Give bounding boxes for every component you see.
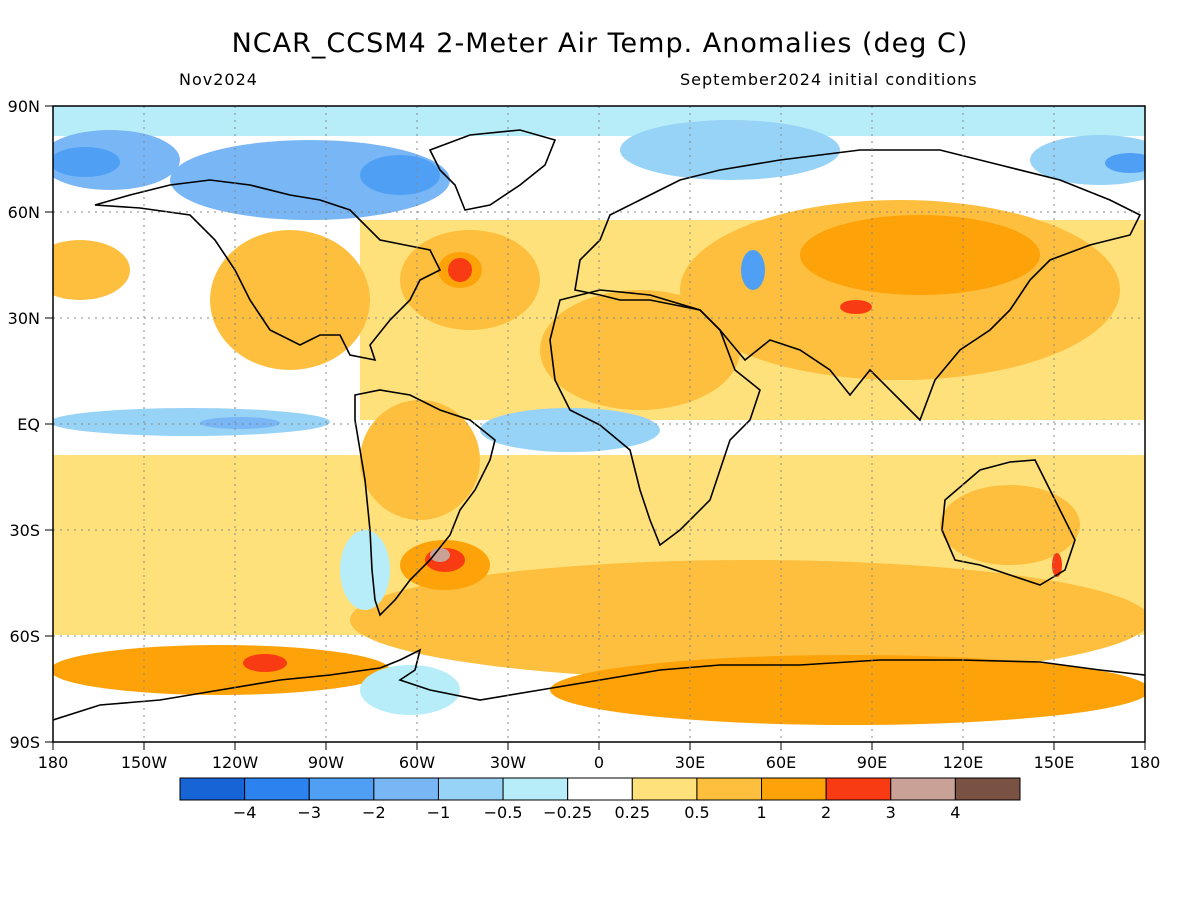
arctic-cold-west-core bbox=[53, 147, 120, 177]
axis-ticks bbox=[45, 105, 1146, 750]
atlantic-cool bbox=[480, 408, 660, 452]
colorbar-swatch bbox=[308, 777, 375, 801]
south-pacific-hotspot bbox=[243, 654, 287, 672]
pacific-cool-tongue bbox=[53, 408, 330, 436]
lat-label: 30N bbox=[8, 309, 40, 328]
lon-label: 150W bbox=[121, 753, 168, 772]
lat-label: 60S bbox=[9, 627, 40, 646]
map-title: NCAR_CCSM4 2-Meter Air Temp. Anomalies (… bbox=[231, 28, 969, 59]
latitude-labels: 90N 60N 30N EQ 30S 60S 90S bbox=[8, 97, 40, 752]
lat-label: 90N bbox=[8, 97, 40, 116]
amazon-warm bbox=[360, 400, 480, 520]
colorbar-label: −3 bbox=[297, 803, 321, 822]
lat-label: 60N bbox=[8, 203, 40, 222]
tibet-hotspot bbox=[840, 300, 872, 314]
lon-label: 30W bbox=[490, 753, 526, 772]
chile-cool bbox=[340, 530, 390, 610]
colorbar-label: −0.5 bbox=[484, 803, 523, 822]
colorbar-swatch bbox=[631, 777, 698, 801]
colorbar-swatch bbox=[437, 777, 504, 801]
lon-label: 60E bbox=[766, 753, 796, 772]
graticule bbox=[53, 106, 1145, 742]
southern-ocean-warm bbox=[350, 560, 1145, 680]
colorbar-label: 2 bbox=[821, 803, 831, 822]
lon-label: 180 bbox=[38, 753, 69, 772]
caspian-cold bbox=[741, 250, 765, 290]
lat-label: EQ bbox=[17, 415, 40, 434]
colorbar-label: 1 bbox=[756, 803, 766, 822]
north-america-warm bbox=[210, 230, 370, 370]
greenland-coast bbox=[428, 129, 557, 211]
colorbar-swatch bbox=[373, 777, 439, 801]
colorbar-swatch bbox=[954, 777, 1021, 801]
colorbar-swatch bbox=[825, 777, 892, 801]
north-atlantic-hotspot bbox=[448, 258, 472, 282]
australia-warm bbox=[940, 485, 1080, 565]
lon-label: 150E bbox=[1034, 753, 1075, 772]
initial-conditions: September2024 initial conditions bbox=[680, 70, 978, 89]
southern-ocean-warm-core bbox=[550, 655, 1145, 725]
colorbar-label: 0.5 bbox=[684, 803, 709, 822]
colorbar-label: −4 bbox=[233, 803, 257, 822]
colorbar: −4 −3 −2 −1 −0.5 −0.25 0.25 0.5 1 2 3 4 bbox=[179, 777, 1021, 822]
east-arctic-cold bbox=[1030, 135, 1145, 185]
longitude-labels: 180 150W 120W 90W 60W 30W 0 30E 60E 90E … bbox=[38, 753, 1161, 772]
colorbar-swatch bbox=[761, 777, 827, 801]
colorbar-label: 4 bbox=[950, 803, 960, 822]
colorbar-swatch bbox=[567, 777, 633, 801]
colorbar-label: −2 bbox=[362, 803, 386, 822]
lon-label: 180 bbox=[1130, 753, 1161, 772]
colorbar-swatch bbox=[244, 777, 310, 801]
lon-label: 120E bbox=[943, 753, 984, 772]
lat-label: 30S bbox=[9, 521, 40, 540]
south-pacific-warm bbox=[53, 645, 390, 695]
lon-label: 90E bbox=[857, 753, 887, 772]
siberia-cold bbox=[620, 120, 840, 180]
canada-cold-core bbox=[360, 155, 440, 195]
asia-warm-core bbox=[800, 215, 1040, 295]
lon-label: 60W bbox=[399, 753, 435, 772]
eurasia-coast bbox=[574, 149, 1142, 422]
lon-label: 120W bbox=[212, 753, 259, 772]
lat-label: 90S bbox=[9, 733, 40, 752]
anomaly-field bbox=[53, 106, 1145, 742]
colorbar-label: −1 bbox=[427, 803, 451, 822]
colorbar-swatch bbox=[502, 777, 569, 801]
pacific-cool-core bbox=[200, 417, 280, 429]
east-arctic-cold-core bbox=[1105, 153, 1145, 173]
lon-label: 0 bbox=[594, 753, 604, 772]
pacific-west-warm bbox=[53, 240, 130, 300]
antarctic-peninsula-cool bbox=[360, 665, 460, 715]
colorbar-swatch bbox=[890, 777, 956, 801]
australia-hotspot bbox=[1052, 553, 1062, 577]
antarctica-coast bbox=[53, 648, 1145, 721]
colorbar-swatch bbox=[179, 777, 246, 801]
argentina-extreme bbox=[430, 548, 450, 562]
colorbar-label: 0.25 bbox=[614, 803, 650, 822]
colorbar-swatch bbox=[696, 777, 763, 801]
lon-label: 90W bbox=[308, 753, 344, 772]
north-america-coast bbox=[94, 179, 442, 362]
south-america-coast bbox=[354, 389, 496, 617]
australia-coast bbox=[941, 459, 1076, 586]
forecast-month: Nov2024 bbox=[179, 70, 258, 89]
lon-label: 30E bbox=[675, 753, 705, 772]
colorbar-label: −0.25 bbox=[543, 803, 592, 822]
colorbar-label: 3 bbox=[886, 803, 896, 822]
coastlines bbox=[53, 129, 1145, 721]
